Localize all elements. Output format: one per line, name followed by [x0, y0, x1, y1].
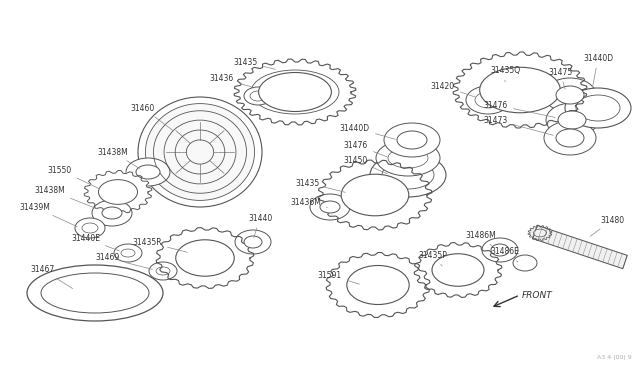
Ellipse shape	[88, 173, 148, 211]
Ellipse shape	[41, 273, 149, 313]
Text: 31440D: 31440D	[340, 124, 396, 139]
Ellipse shape	[250, 91, 266, 101]
Ellipse shape	[480, 67, 560, 113]
Polygon shape	[318, 160, 432, 230]
Text: 31450: 31450	[344, 155, 387, 174]
Ellipse shape	[235, 230, 271, 254]
Polygon shape	[84, 170, 152, 214]
Ellipse shape	[466, 86, 510, 114]
Text: 31486M: 31486M	[465, 231, 496, 246]
Polygon shape	[532, 225, 627, 269]
Ellipse shape	[341, 174, 409, 216]
Ellipse shape	[160, 230, 250, 286]
Ellipse shape	[397, 131, 427, 149]
Ellipse shape	[114, 244, 142, 262]
Ellipse shape	[27, 265, 163, 321]
Ellipse shape	[121, 249, 135, 257]
Ellipse shape	[244, 87, 272, 105]
Text: 31435P: 31435P	[418, 250, 447, 266]
Ellipse shape	[126, 158, 170, 186]
Polygon shape	[528, 225, 552, 240]
Polygon shape	[414, 243, 502, 298]
Text: 31440D: 31440D	[583, 54, 613, 87]
Text: 31476: 31476	[484, 100, 556, 118]
Ellipse shape	[323, 163, 427, 227]
Text: 31467: 31467	[31, 266, 73, 289]
Text: 31460: 31460	[131, 103, 173, 130]
Ellipse shape	[330, 255, 426, 315]
Ellipse shape	[482, 238, 518, 262]
Text: 31439M: 31439M	[19, 202, 77, 227]
Text: 31420: 31420	[431, 81, 476, 97]
Ellipse shape	[384, 123, 440, 157]
Ellipse shape	[418, 245, 498, 295]
Ellipse shape	[546, 103, 598, 137]
Ellipse shape	[558, 111, 586, 129]
Ellipse shape	[259, 73, 332, 112]
Ellipse shape	[534, 229, 547, 237]
Polygon shape	[453, 52, 587, 128]
Text: FRONT: FRONT	[522, 291, 553, 299]
Text: 31435: 31435	[296, 179, 346, 192]
Text: 31438M: 31438M	[35, 186, 97, 209]
Ellipse shape	[388, 148, 428, 168]
Ellipse shape	[544, 78, 596, 112]
Ellipse shape	[136, 165, 160, 179]
Text: A3 4 (00) 9: A3 4 (00) 9	[597, 356, 632, 360]
Ellipse shape	[239, 62, 351, 122]
Ellipse shape	[251, 70, 339, 114]
Ellipse shape	[576, 95, 620, 121]
Ellipse shape	[370, 153, 446, 197]
Text: 31440E: 31440E	[71, 234, 120, 251]
Ellipse shape	[376, 140, 440, 176]
Ellipse shape	[491, 244, 509, 256]
Ellipse shape	[99, 180, 138, 204]
Text: 31436: 31436	[210, 74, 252, 87]
Text: 31486E: 31486E	[490, 247, 519, 262]
Text: 31591: 31591	[318, 270, 359, 284]
Text: 31435: 31435	[234, 58, 275, 69]
Ellipse shape	[102, 207, 122, 219]
Ellipse shape	[149, 262, 177, 280]
Text: 31469: 31469	[96, 253, 152, 269]
Ellipse shape	[544, 121, 596, 155]
Ellipse shape	[513, 255, 537, 271]
Ellipse shape	[244, 236, 262, 248]
Ellipse shape	[92, 200, 132, 226]
Ellipse shape	[432, 254, 484, 286]
Ellipse shape	[458, 55, 582, 125]
Ellipse shape	[145, 103, 255, 201]
Text: 31435Q: 31435Q	[490, 65, 520, 82]
Text: 31475: 31475	[548, 67, 572, 89]
Text: 31436M: 31436M	[290, 198, 327, 207]
Ellipse shape	[565, 88, 631, 128]
Ellipse shape	[82, 223, 98, 233]
Polygon shape	[234, 59, 356, 125]
Ellipse shape	[156, 267, 170, 275]
Text: 31440: 31440	[248, 214, 272, 237]
Ellipse shape	[138, 97, 262, 207]
Ellipse shape	[556, 86, 584, 104]
Text: 31473: 31473	[484, 115, 554, 135]
Text: 31480: 31480	[590, 215, 624, 236]
Text: 31438M: 31438M	[97, 148, 140, 169]
Ellipse shape	[176, 240, 234, 276]
Text: 31550: 31550	[48, 166, 99, 189]
Ellipse shape	[556, 129, 584, 147]
Ellipse shape	[347, 266, 409, 305]
Polygon shape	[326, 253, 430, 317]
Ellipse shape	[475, 92, 501, 108]
Text: 31476: 31476	[344, 141, 387, 157]
Ellipse shape	[320, 201, 340, 213]
Ellipse shape	[382, 161, 434, 189]
Ellipse shape	[310, 194, 350, 220]
Text: 31435R: 31435R	[132, 237, 188, 252]
Ellipse shape	[530, 227, 550, 239]
Polygon shape	[156, 228, 254, 288]
Ellipse shape	[75, 218, 105, 238]
